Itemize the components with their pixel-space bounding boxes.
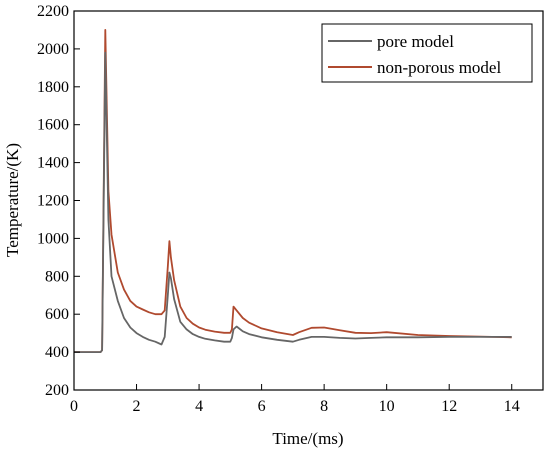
x-axis-label: Time/(ms) xyxy=(272,429,343,448)
legend-label: pore model xyxy=(377,32,454,51)
x-tick-label: 2 xyxy=(133,398,141,415)
y-tick-label: 400 xyxy=(45,344,69,361)
y-tick-label: 1600 xyxy=(37,117,69,134)
legend-label: non-porous model xyxy=(377,58,501,77)
y-axis-label: Temperature/(K) xyxy=(3,143,22,257)
y-tick-label: 1200 xyxy=(37,193,69,210)
legend-box xyxy=(321,23,533,83)
plot-lines xyxy=(74,28,512,354)
x-tick-label: 4 xyxy=(195,398,203,415)
x-tick-label: 8 xyxy=(320,398,328,415)
x-tick-label: 12 xyxy=(441,398,457,415)
x-tick-label: 6 xyxy=(258,398,266,415)
y-tick-label: 1800 xyxy=(37,79,69,96)
x-tick-label: 14 xyxy=(504,398,520,415)
y-tick-label: 2000 xyxy=(37,41,69,58)
y-tick-label: 600 xyxy=(45,306,69,323)
x-tick-label: 10 xyxy=(379,398,395,415)
series-line-pore-model xyxy=(74,51,512,354)
y-axis: 200 400 600 800 1000 1200 1400 1600 1800 2000 2200 xyxy=(37,3,80,399)
series-line-non-porous-model xyxy=(74,28,512,354)
x-axis: 0 2 4 6 8 10 12 14 xyxy=(70,384,520,415)
y-tick-label: 1400 xyxy=(37,155,69,172)
y-tick-label: 1000 xyxy=(37,230,69,247)
y-tick-label: 800 xyxy=(45,268,69,285)
x-tick-label: 0 xyxy=(70,398,78,415)
y-tick-label: 2200 xyxy=(37,3,69,20)
legend: pore model non-porous model xyxy=(321,23,533,83)
y-tick-label: 200 xyxy=(45,382,69,399)
